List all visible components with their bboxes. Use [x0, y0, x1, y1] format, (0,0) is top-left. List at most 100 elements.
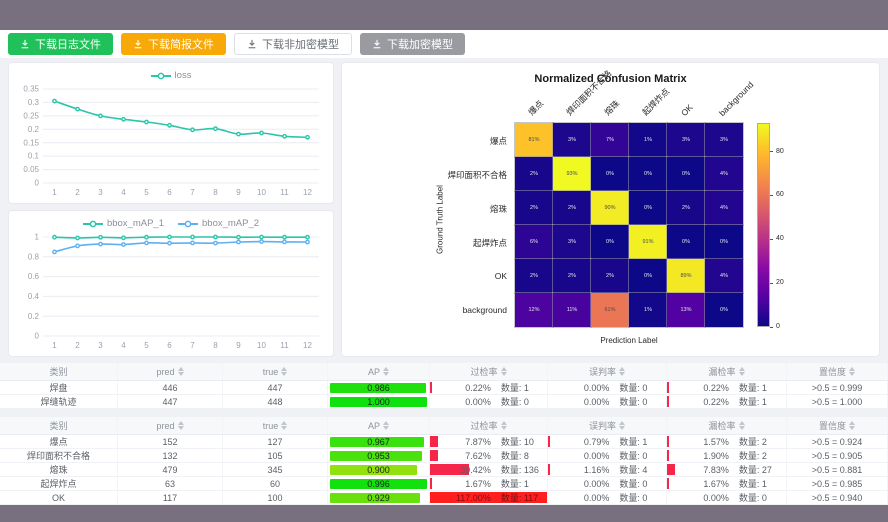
rate-count: 数量: 1: [500, 479, 529, 489]
download-button-label: 下载加密模型: [387, 39, 453, 51]
sort-asc-icon[interactable]: [849, 367, 855, 371]
download-button-1[interactable]: 下载日志文件: [8, 33, 113, 55]
column-header-ap[interactable]: AP: [328, 363, 430, 380]
legend-item-loss[interactable]: loss: [150, 70, 191, 81]
rate-cell: 1.16% 数量: 4: [548, 463, 667, 476]
rate-cell: 0.00% 数量: 0: [548, 477, 667, 490]
sort-carets: [849, 367, 855, 376]
ap-cell: 0.967: [328, 435, 430, 448]
rate-count: 数量: 1: [738, 479, 767, 489]
sort-asc-icon[interactable]: [383, 367, 389, 371]
sort-asc-icon[interactable]: [500, 367, 507, 371]
rate-cell: 0.00% 数量: 0: [548, 381, 667, 394]
sort-desc-icon[interactable]: [177, 372, 184, 376]
download-button-2[interactable]: 下载简报文件: [121, 33, 226, 55]
sort-desc-icon[interactable]: [500, 426, 507, 430]
sort-desc-icon[interactable]: [281, 372, 288, 376]
sort-asc-icon[interactable]: [619, 367, 625, 371]
ap-value: 0.986: [367, 382, 390, 393]
sort-desc-icon[interactable]: [281, 426, 288, 430]
svg-text:12: 12: [303, 341, 312, 350]
sort-desc-icon[interactable]: [738, 426, 745, 430]
sort-asc-icon[interactable]: [738, 421, 745, 425]
true-cell: 127: [223, 435, 328, 448]
download-button-3[interactable]: 下载非加密模型: [234, 33, 352, 55]
table-header-row: 类别 pred true AP 过检率 误判率 漏检率 置信度: [0, 417, 888, 435]
sort-desc-icon[interactable]: [738, 372, 745, 376]
sort-desc-icon[interactable]: [383, 426, 389, 430]
sort-asc-icon[interactable]: [281, 367, 288, 371]
sort-asc-icon[interactable]: [177, 367, 184, 371]
column-header-mis-rate[interactable]: 误判率: [548, 363, 667, 380]
sort-asc-icon[interactable]: [281, 421, 288, 425]
sort-carets: [500, 421, 507, 430]
legend-item-bbox_mAP_1[interactable]: bbox_mAP_1: [82, 218, 164, 229]
rate-percent: 1.90%: [703, 450, 729, 461]
column-header-pred[interactable]: pred: [118, 363, 223, 380]
ap-value: 0.996: [367, 478, 390, 489]
rate-bar: [430, 464, 470, 475]
rate-count: 数量: 2: [738, 437, 767, 447]
sort-desc-icon[interactable]: [500, 372, 507, 376]
column-header-confidence[interactable]: 置信度: [787, 363, 888, 380]
rate-bar: [667, 478, 669, 489]
column-header-ap[interactable]: AP: [328, 417, 430, 434]
column-header-over-rate[interactable]: 过检率: [430, 363, 548, 380]
class-name-cell: 焊盘: [0, 381, 118, 394]
download-icon: [21, 39, 29, 49]
column-header-miss-rate[interactable]: 漏检率: [667, 417, 787, 434]
svg-text:2: 2: [75, 341, 80, 350]
svg-text:4: 4: [121, 341, 126, 350]
rate-percent: 1.57%: [703, 436, 729, 447]
matrix-cell: 2%: [514, 258, 554, 294]
download-button-4[interactable]: 下载加密模型: [360, 33, 465, 55]
sort-asc-icon[interactable]: [619, 421, 625, 425]
metrics-tables: 类别 pred true AP 过检率 误判率 漏检率 置信度 焊盘 446 447 0.986 0.2…: [0, 363, 888, 505]
column-header-label: 过检率: [470, 367, 498, 377]
rate-percent: 1.67%: [703, 478, 729, 489]
sort-asc-icon[interactable]: [177, 421, 184, 425]
column-header-mis-rate[interactable]: 误判率: [548, 417, 667, 434]
column-header-true[interactable]: true: [223, 363, 328, 380]
column-header-pred[interactable]: pred: [118, 417, 223, 434]
colorbar-tick-label: 40: [776, 235, 784, 243]
sort-desc-icon[interactable]: [619, 426, 625, 430]
sort-asc-icon[interactable]: [383, 421, 389, 425]
svg-text:0.15: 0.15: [23, 138, 39, 147]
table-row: 爆点 152 127 0.967 7.87% 数量: 10 0.79% 数量: 1 1.57% 数…: [0, 435, 888, 449]
column-header-over-rate[interactable]: 过检率: [430, 417, 548, 434]
matrix-cell: 1%: [628, 122, 668, 158]
colorbar-tick-label: 20: [776, 279, 784, 287]
sort-carets: [738, 421, 745, 430]
svg-text:0: 0: [35, 332, 40, 341]
rate-percent: 0.00%: [583, 450, 610, 461]
pred-cell: 63: [118, 477, 223, 490]
line-chart-svg: 00.20.40.60.811 2 3 4 5 6 7 8 9 10 11 12: [28, 233, 319, 350]
sort-asc-icon[interactable]: [849, 421, 855, 425]
sort-carets: [500, 367, 507, 376]
column-header-miss-rate[interactable]: 漏检率: [667, 363, 787, 380]
download-button-label: 下载非加密模型: [262, 39, 339, 51]
confusion-matrix-grid: 81% 3% 7% 1% 3% 3% 2% 93% 0% 0% 0% 4% 2% 2% 90% 0% 2% 4% 6…: [514, 122, 744, 328]
legend-item-bbox_mAP_2[interactable]: bbox_mAP_2: [178, 218, 259, 229]
rate-count: 数量: 0: [619, 397, 648, 407]
column-header-true[interactable]: true: [223, 417, 328, 434]
sort-asc-icon[interactable]: [738, 367, 745, 371]
matrix-col-label: 熔珠: [602, 98, 622, 118]
class-name-cell: 焊印面积不合格: [0, 449, 118, 462]
sort-desc-icon[interactable]: [849, 426, 855, 430]
sort-carets: [849, 421, 855, 430]
column-header-confidence[interactable]: 置信度: [787, 417, 888, 434]
sort-desc-icon[interactable]: [177, 426, 184, 430]
confidence-cell: >0.5 = 0.905: [787, 449, 888, 462]
matrix-cell: 3%: [704, 122, 744, 158]
sort-desc-icon[interactable]: [849, 372, 855, 376]
svg-text:0.8: 0.8: [28, 252, 40, 261]
rate-bar: [430, 382, 432, 393]
sort-asc-icon[interactable]: [500, 421, 507, 425]
sort-desc-icon[interactable]: [619, 372, 625, 376]
rate-percent: 0.00%: [583, 478, 610, 489]
pred-cell: 446: [118, 381, 223, 394]
sort-desc-icon[interactable]: [383, 372, 389, 376]
rate-bar: [548, 436, 550, 447]
